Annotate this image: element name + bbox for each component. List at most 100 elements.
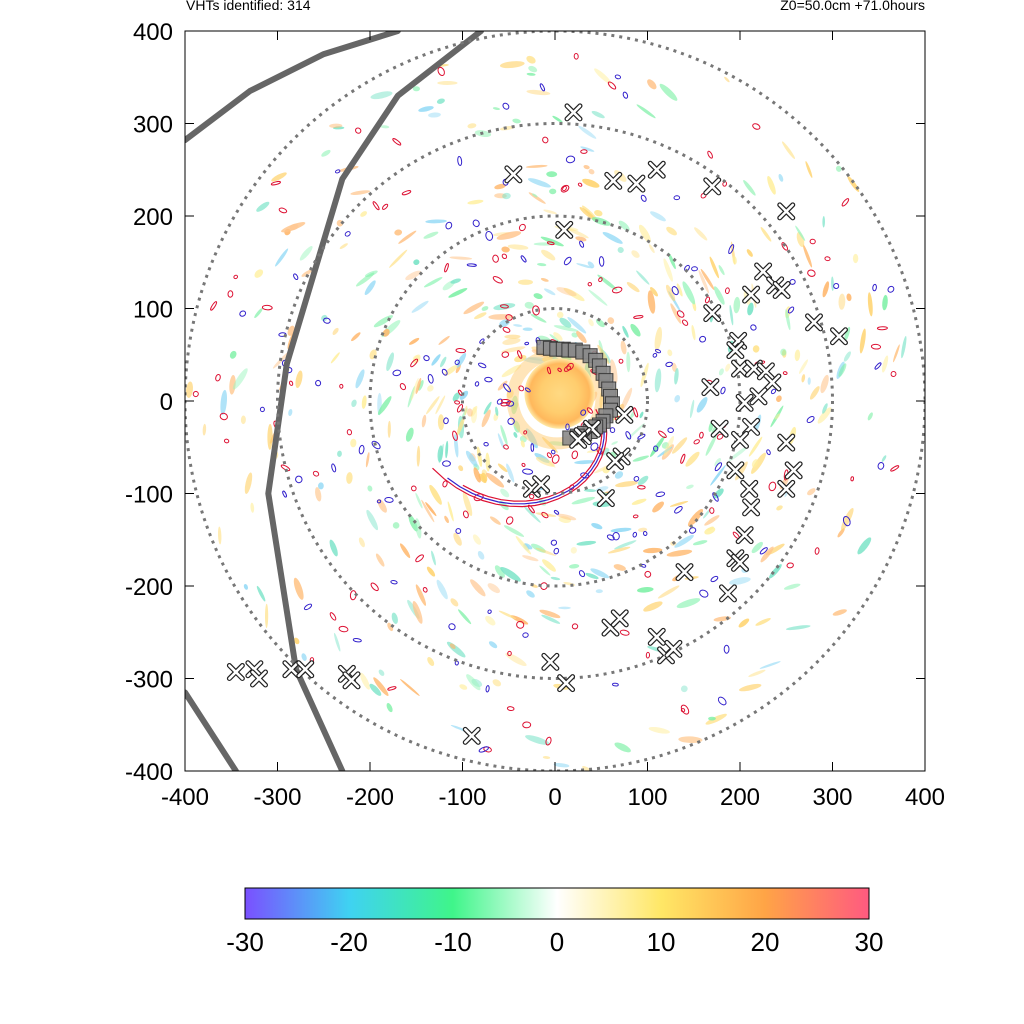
anomaly-streak — [752, 345, 760, 353]
contour — [870, 343, 882, 350]
x-axis-tick-labels: -400 -300 -200 -100 0 100 200 300 400 — [161, 784, 945, 811]
anomaly-streak — [467, 123, 477, 129]
x-tick-label: -400 — [161, 784, 209, 811]
anomaly-streak — [674, 395, 681, 403]
anomaly-streak — [426, 396, 440, 415]
anomaly-streak — [453, 532, 462, 546]
contour — [282, 490, 287, 498]
anomaly-streak — [535, 512, 557, 517]
vht-marker — [245, 660, 264, 679]
contour — [422, 586, 428, 593]
anomaly-streak — [512, 118, 521, 124]
contour — [637, 485, 646, 490]
contour — [532, 305, 540, 316]
vht-marker — [772, 281, 791, 299]
anomaly-streak — [513, 431, 518, 438]
anomaly-streak — [595, 318, 605, 328]
anomaly-streak — [489, 516, 501, 525]
contour — [507, 650, 512, 657]
contour — [872, 283, 877, 292]
contour — [523, 430, 528, 435]
anomaly-streak — [541, 249, 556, 261]
anomaly-streak — [467, 199, 484, 205]
anomaly-streak — [602, 231, 623, 244]
contour — [516, 620, 525, 629]
anomaly-streak — [437, 445, 444, 463]
anomaly-streak — [532, 193, 538, 198]
vht-marker — [615, 405, 634, 424]
vht-marker — [777, 479, 796, 498]
contour — [611, 286, 623, 294]
contour — [484, 376, 493, 383]
anomaly-streak — [552, 115, 563, 123]
anomaly-streak — [474, 312, 487, 320]
anomaly-streak — [784, 583, 801, 590]
contour — [645, 651, 651, 659]
contour — [890, 371, 897, 377]
anomaly-streak — [694, 227, 708, 241]
contour — [500, 398, 512, 404]
anomaly-streak — [525, 164, 548, 168]
anomaly-streak — [659, 83, 678, 101]
contour — [566, 362, 574, 371]
anomaly-streak — [729, 304, 734, 326]
contour — [633, 476, 640, 482]
anomaly-streak — [738, 683, 762, 692]
vht-marker — [701, 378, 720, 397]
contour — [410, 485, 417, 492]
contour — [707, 150, 713, 159]
anomaly-streak — [301, 269, 313, 277]
contour — [501, 351, 510, 358]
contour — [457, 156, 463, 166]
anomaly-streak — [477, 550, 485, 560]
anomaly-streak — [485, 472, 505, 488]
anomaly-streak — [576, 540, 597, 546]
contour — [542, 136, 549, 144]
anomaly-streak — [708, 716, 716, 721]
anomaly-streak — [620, 340, 627, 355]
vht-marker — [726, 341, 745, 360]
contour — [578, 570, 586, 578]
contour — [759, 547, 768, 555]
anomaly-streak — [568, 564, 580, 569]
anomaly-streak — [774, 413, 781, 420]
vht-marker — [777, 202, 796, 221]
colorbar-tick-label: 20 — [751, 927, 780, 957]
anomaly-streak — [250, 502, 255, 513]
y-tick-label: -200 — [125, 574, 173, 601]
contour — [586, 407, 594, 414]
contour — [681, 319, 689, 326]
contour — [219, 412, 228, 421]
anomaly-streak — [526, 72, 536, 76]
anomaly-streak — [375, 553, 385, 567]
anomaly-streak — [689, 399, 695, 419]
vht-marker — [522, 479, 541, 498]
anomaly-streak — [321, 149, 331, 157]
anomaly-streak — [594, 68, 612, 84]
anomaly-streak — [502, 338, 521, 345]
anomaly-streak — [240, 415, 246, 425]
anomaly-streak — [881, 455, 887, 462]
anomaly-streak — [271, 172, 287, 182]
vht-marker — [555, 220, 574, 239]
contour — [392, 369, 402, 377]
anomaly-streak — [524, 301, 534, 309]
anomaly-streak — [497, 380, 508, 391]
anomaly-streak — [626, 282, 640, 293]
contour — [381, 203, 389, 210]
contour — [502, 326, 511, 333]
anomaly-streak — [425, 502, 437, 517]
contour — [466, 263, 477, 267]
anomaly-streak — [507, 244, 529, 250]
anomaly-streak — [693, 540, 708, 546]
contour — [598, 256, 605, 267]
plot-area — [185, 31, 925, 771]
anomaly-streak — [666, 226, 677, 236]
contour — [293, 273, 299, 281]
contour — [673, 195, 681, 201]
anomaly-streak — [632, 455, 650, 462]
contour — [637, 433, 646, 440]
contour — [712, 492, 719, 502]
anomaly-streak — [415, 492, 423, 509]
anomaly-streak — [332, 327, 339, 335]
